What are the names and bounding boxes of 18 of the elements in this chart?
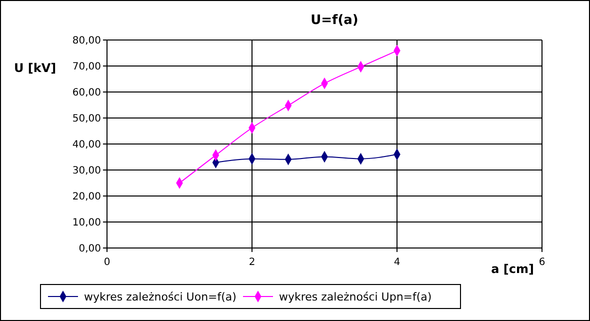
x-tick-label: 2 — [248, 257, 256, 268]
x-axis-title: a [cm] — [491, 262, 534, 276]
y-tick-label: 60,00 — [72, 88, 101, 98]
x-tick-label: 6 — [538, 257, 546, 268]
y-tick-label: 80,00 — [72, 36, 101, 46]
y-tick-label: 0,00 — [78, 244, 101, 254]
y-tick-label: 40,00 — [72, 140, 101, 150]
chart-title: U=f(a) — [310, 13, 358, 28]
legend-label: wykres zależności Upn=f(a) — [279, 290, 432, 304]
y-tick-label: 50,00 — [72, 114, 101, 124]
y-tick-label: 30,00 — [72, 166, 101, 176]
y-axis-title: U [kV] — [14, 61, 56, 75]
x-tick-label: 4 — [394, 257, 400, 268]
y-tick-label: 10,00 — [72, 218, 101, 228]
y-tick-label: 20,00 — [72, 192, 101, 202]
x-tick-label: 0 — [104, 257, 110, 268]
y-tick-label: 70,00 — [72, 62, 101, 72]
legend-label: wykres zależności Uon=f(a) — [84, 290, 236, 304]
